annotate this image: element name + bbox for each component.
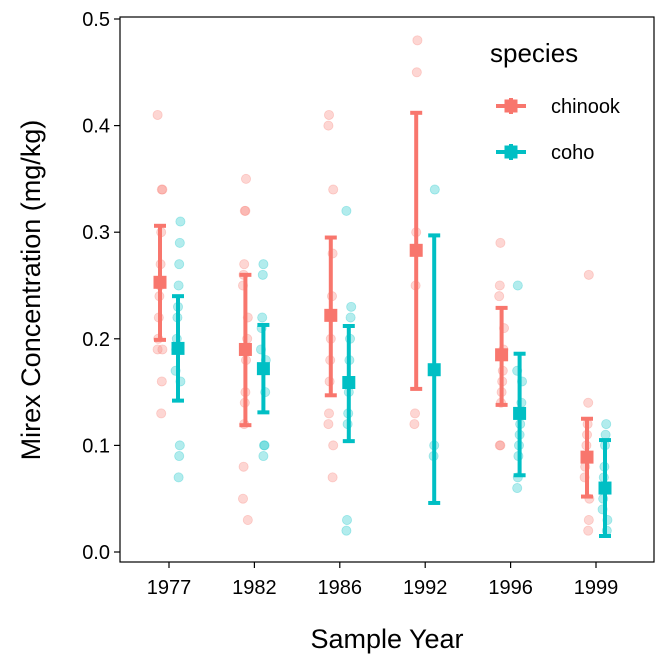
coho-raw-point	[258, 451, 269, 462]
jitter-points	[152, 35, 613, 536]
chinook-raw-point	[239, 259, 250, 270]
coho-raw-point	[345, 312, 356, 323]
coho-raw-point	[173, 280, 184, 291]
chinook-raw-point	[494, 280, 505, 291]
chinook-mean-marker	[324, 308, 338, 322]
chinook-raw-point	[156, 408, 167, 419]
chinook-raw-point	[242, 515, 253, 526]
chinook-raw-point	[238, 461, 249, 472]
coho-mean-marker	[171, 341, 185, 355]
chinook-raw-point	[237, 493, 248, 504]
coho-mean-marker	[598, 481, 612, 495]
chinook-raw-point	[327, 472, 338, 483]
x-tick-label: 1999	[574, 577, 619, 599]
coho-raw-point	[257, 269, 268, 280]
coho-raw-point	[601, 419, 612, 430]
coho-raw-point	[512, 483, 523, 494]
chinook-raw-point	[495, 440, 506, 451]
chinook-raw-point	[157, 184, 168, 195]
chinook-raw-point	[583, 525, 594, 536]
legend-label-coho: coho	[551, 142, 594, 164]
coho-raw-point	[600, 429, 611, 440]
legend-key-coho-marker	[504, 145, 518, 159]
x-tick-label: 1996	[488, 577, 533, 599]
legend-key-chinook-marker	[504, 99, 518, 113]
plot-panel-border	[119, 16, 655, 563]
coho-raw-point	[173, 472, 184, 483]
legend-label-chinook: chinook	[551, 96, 621, 118]
chinook-raw-point	[156, 376, 167, 387]
chinook-raw-point	[583, 269, 594, 280]
y-axis: 0.0 0.1 0.2 0.3 0.4 0.5	[82, 9, 120, 564]
legend: species chinook coho	[490, 38, 621, 164]
chinook-raw-point	[409, 408, 420, 419]
coho-raw-point	[175, 216, 186, 227]
chinook-raw-point	[323, 408, 334, 419]
chinook-raw-point	[323, 109, 334, 120]
chinook-raw-point	[157, 344, 168, 355]
chinook-raw-point	[495, 237, 506, 248]
chinook-mean-marker	[580, 450, 594, 464]
chinook-raw-point	[323, 120, 334, 131]
coho-raw-point	[174, 237, 185, 248]
error-bars	[154, 110, 611, 539]
chinook-raw-point	[152, 109, 163, 120]
x-tick-label: 1977	[147, 577, 192, 599]
coho-raw-point	[174, 440, 185, 451]
chinook-raw-point	[152, 344, 163, 355]
coho-mean-marker	[342, 376, 356, 390]
chinook-raw-point	[583, 397, 594, 408]
y-tick-label: 0.1	[82, 435, 110, 457]
chinook-raw-point	[239, 205, 250, 216]
coho-raw-point	[429, 184, 440, 195]
chinook-raw-point	[583, 515, 594, 526]
chinook-raw-point	[411, 67, 422, 78]
coho-raw-point	[174, 451, 185, 462]
coho-raw-point	[259, 440, 270, 451]
x-tick-label: 1982	[232, 577, 277, 599]
chinook-mean-marker	[153, 275, 167, 289]
chinook-raw-point	[328, 440, 339, 451]
y-tick-label: 0.4	[82, 116, 110, 138]
y-tick-label: 0.3	[82, 222, 110, 244]
chinook-raw-point	[323, 419, 334, 430]
chinook-mean-marker	[495, 348, 509, 362]
y-tick-label: 0.5	[82, 9, 110, 31]
y-tick-label: 0.0	[82, 542, 110, 564]
coho-mean-marker	[513, 406, 527, 420]
x-axis: 1977 1982 1986 1992 1996 1999	[147, 562, 619, 599]
coho-raw-point	[174, 259, 185, 270]
chinook-raw-point	[412, 35, 423, 46]
mean-markers	[153, 243, 612, 495]
chinook-raw-point	[156, 184, 167, 195]
chinook-raw-point	[328, 184, 339, 195]
coho-raw-point	[341, 205, 352, 216]
coho-raw-point	[341, 515, 352, 526]
x-tick-label: 1992	[403, 577, 448, 599]
y-tick-label: 0.2	[82, 329, 110, 351]
coho-raw-point	[346, 301, 357, 312]
x-tick-label: 1986	[318, 577, 363, 599]
legend-title: species	[490, 38, 578, 68]
y-axis-title: Mirex Concentration (mg/kg)	[16, 120, 46, 461]
chinook-raw-point	[240, 205, 251, 216]
coho-raw-point	[341, 525, 352, 536]
coho-mean-marker	[256, 362, 270, 376]
chinook-raw-point	[240, 173, 251, 184]
chinook-raw-point	[409, 419, 420, 430]
chinook-raw-point	[494, 291, 505, 302]
coho-mean-marker	[427, 363, 441, 377]
coho-raw-point	[258, 259, 269, 270]
chinook-mean-marker	[409, 243, 423, 257]
coho-raw-point	[258, 440, 269, 451]
coho-raw-point	[512, 280, 523, 291]
x-axis-title: Sample Year	[310, 624, 463, 654]
chinook-mean-marker	[238, 342, 252, 356]
coho-raw-point	[257, 312, 268, 323]
chinook-raw-point	[494, 440, 505, 451]
